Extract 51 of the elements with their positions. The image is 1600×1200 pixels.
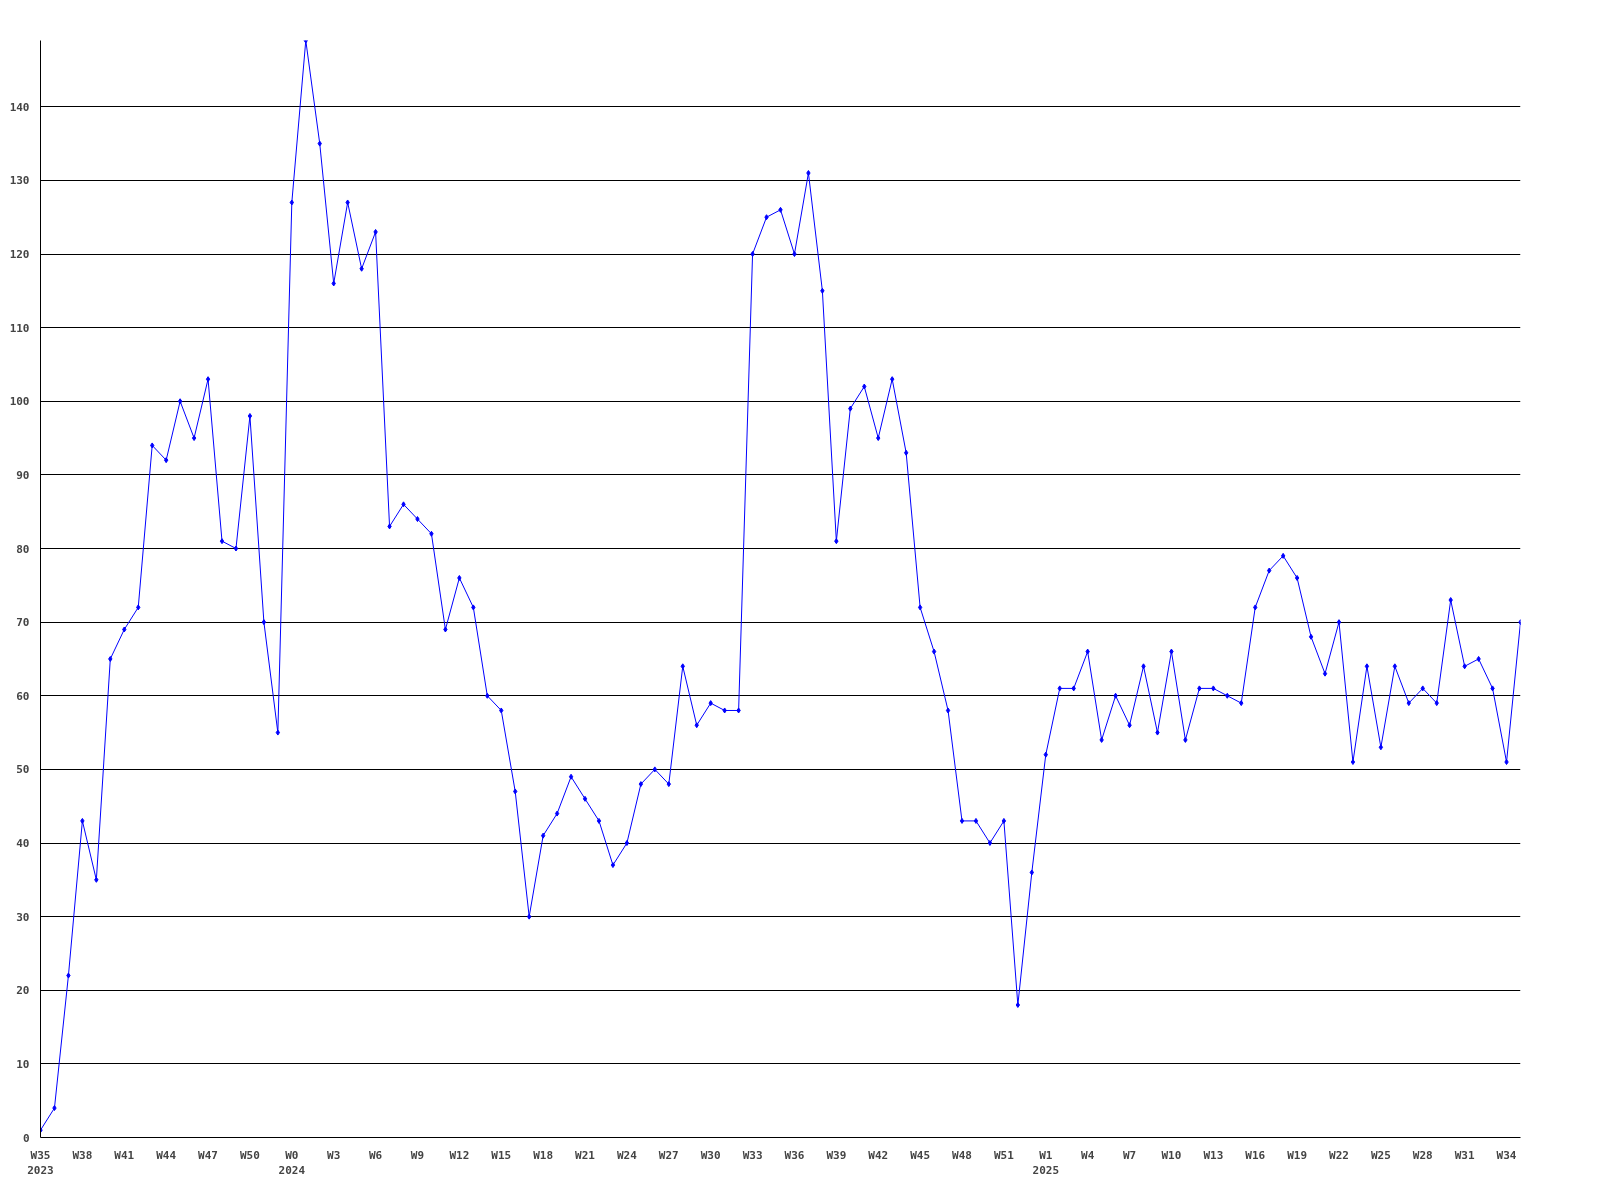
y-tick-label: 10 xyxy=(16,1057,30,1071)
x-tick-label: W6 xyxy=(368,1148,383,1162)
x-tick-label: W1 2025 xyxy=(1032,1148,1060,1178)
x-tick-label: W38 xyxy=(72,1148,93,1162)
y-tick-label: 130 xyxy=(9,174,30,188)
x-tick-label: W21 xyxy=(575,1148,596,1162)
x-tick-label: W27 xyxy=(658,1148,679,1162)
x-tick-label: W3 xyxy=(327,1148,341,1162)
y-tick-label: 140 xyxy=(9,100,30,114)
y-tick-label: 60 xyxy=(16,689,30,703)
x-tick-label: W7 xyxy=(1122,1148,1137,1162)
y-tick-label: 20 xyxy=(16,984,30,998)
x-tick-label: W0 2024 xyxy=(278,1148,306,1178)
x-tick-label: W10 xyxy=(1161,1148,1182,1162)
x-tick-label: W48 xyxy=(952,1148,972,1162)
x-tick-label: W30 xyxy=(700,1148,721,1162)
y-tick-label: 80 xyxy=(16,542,30,556)
x-tick-label: W33 xyxy=(742,1148,763,1162)
y-tick-label: 110 xyxy=(9,321,30,335)
x-tick-label: W50 xyxy=(240,1148,260,1162)
x-tick-label: W31 xyxy=(1454,1148,1475,1162)
x-tick-label: W35 2023 xyxy=(27,1148,54,1178)
x-tick-label: W44 xyxy=(156,1148,177,1162)
x-tick-label: W34 xyxy=(1496,1148,1517,1162)
x-tick-label: W16 xyxy=(1245,1148,1266,1162)
x-tick-label: W41 xyxy=(114,1148,135,1162)
y-tick-label: 30 xyxy=(16,910,30,924)
x-tick-label: W13 xyxy=(1203,1148,1224,1162)
x-tick-label: W9 xyxy=(410,1148,425,1162)
x-tick-label: W42 xyxy=(868,1148,889,1162)
y-tick-label: 70 xyxy=(16,616,30,630)
y-tick-label: 120 xyxy=(9,248,30,262)
x-tick-label: W18 xyxy=(533,1148,554,1162)
x-tick-label: W4 xyxy=(1081,1148,1095,1162)
x-tick-label: W25 xyxy=(1370,1148,1391,1162)
x-tick-label: W15 xyxy=(491,1148,512,1162)
x-tick-label: W47 xyxy=(198,1148,218,1162)
y-tick-label: 40 xyxy=(16,837,30,850)
y-tick-label: 90 xyxy=(16,468,30,482)
y-tick-label: 50 xyxy=(16,763,30,777)
x-tick-label: W28 xyxy=(1412,1148,1433,1162)
x-tick-label: W45 xyxy=(910,1148,931,1162)
x-tick-label: W12 xyxy=(449,1148,470,1162)
y-tick-label: 100 xyxy=(9,395,30,409)
x-tick-label: W22 xyxy=(1329,1148,1349,1162)
x-tick-label: W24 xyxy=(616,1148,638,1162)
x-tick-label: W19 xyxy=(1287,1148,1308,1162)
y-tick-label: 0 xyxy=(22,1131,30,1145)
x-tick-label: W39 xyxy=(826,1148,847,1162)
x-tick-label: W51 xyxy=(993,1148,1015,1162)
x-tick-label: W36 xyxy=(784,1148,805,1162)
